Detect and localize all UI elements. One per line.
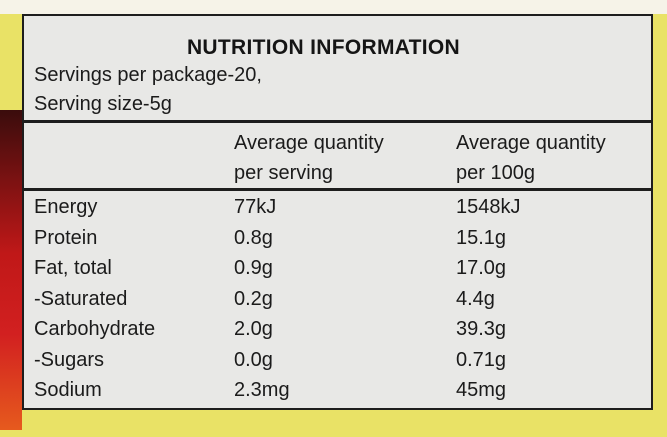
divider-top <box>24 120 651 123</box>
nutrition-panel: NUTRITION INFORMATION Servings per packa… <box>22 14 653 410</box>
per-100g-value: 1548kJ <box>456 196 521 218</box>
nutrient-table: Energy 77kJ 1548kJ Protein 0.8g 15.1g Fa… <box>24 192 651 406</box>
per-100g-value: 39.3g <box>456 318 507 340</box>
header-per-serving-line2: per serving <box>234 162 333 184</box>
serving-size: Serving size-5g <box>34 93 172 115</box>
per-100g-value: 0.71g <box>456 348 507 371</box>
table-row: -Saturated 0.2g 4.4g <box>24 284 651 315</box>
per-serving-value: 0.8g <box>234 226 273 249</box>
per-100g-value: 4.4g <box>456 287 495 310</box>
nutrient-name: -Sugars <box>34 348 105 371</box>
header-per-100g-line1: Average quantity <box>456 132 606 154</box>
divider-header <box>24 188 651 191</box>
per-serving-value: 0.2g <box>234 287 273 310</box>
nutrient-name: Carbohydrate <box>34 318 156 340</box>
per-serving-value: 2.3mg <box>234 379 290 401</box>
per-100g-value: 15.1g <box>456 226 507 249</box>
table-row: Fat, total 0.9g 17.0g <box>24 253 651 284</box>
nutrient-name: Energy <box>34 196 98 218</box>
table-row: Sodium 2.3mg 45mg <box>24 375 651 406</box>
per-serving-value: 77kJ <box>234 196 277 218</box>
per-100g-value: 17.0g <box>456 257 507 279</box>
nutrient-name: -Saturated <box>34 287 128 310</box>
per-serving-value: 0.9g <box>234 257 273 279</box>
table-row: Energy 77kJ 1548kJ <box>24 192 651 223</box>
per-100g-value: 45mg <box>456 379 507 401</box>
header-per-serving-line1: Average quantity <box>234 132 384 154</box>
header-per-100g-line2: per 100g <box>456 162 535 184</box>
table-row: -Sugars 0.0g 0.71g <box>24 345 651 376</box>
header-per-100g: Average quantity per 100g <box>456 128 606 188</box>
table-row: Carbohydrate 2.0g 39.3g <box>24 314 651 345</box>
servings-per-package: Servings per package-20, <box>34 64 262 86</box>
package-top-strip <box>0 0 667 14</box>
panel-title: NUTRITION INFORMATION <box>186 36 461 59</box>
per-serving-value: 2.0g <box>234 318 273 340</box>
header-per-serving: Average quantity per serving <box>234 128 384 188</box>
nutrient-name: Fat, total <box>34 257 112 279</box>
nutrient-name: Sodium <box>34 379 102 401</box>
nutrient-name: Protein <box>34 226 98 249</box>
table-row: Protein 0.8g 15.1g <box>24 223 651 254</box>
package-red-edge <box>0 110 22 430</box>
per-serving-value: 0.0g <box>234 348 273 371</box>
